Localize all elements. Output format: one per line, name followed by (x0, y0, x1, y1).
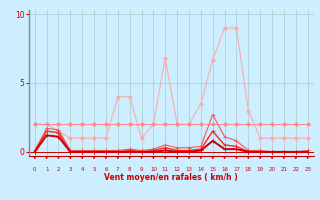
X-axis label: Vent moyen/en rafales ( km/h ): Vent moyen/en rafales ( km/h ) (104, 174, 238, 182)
